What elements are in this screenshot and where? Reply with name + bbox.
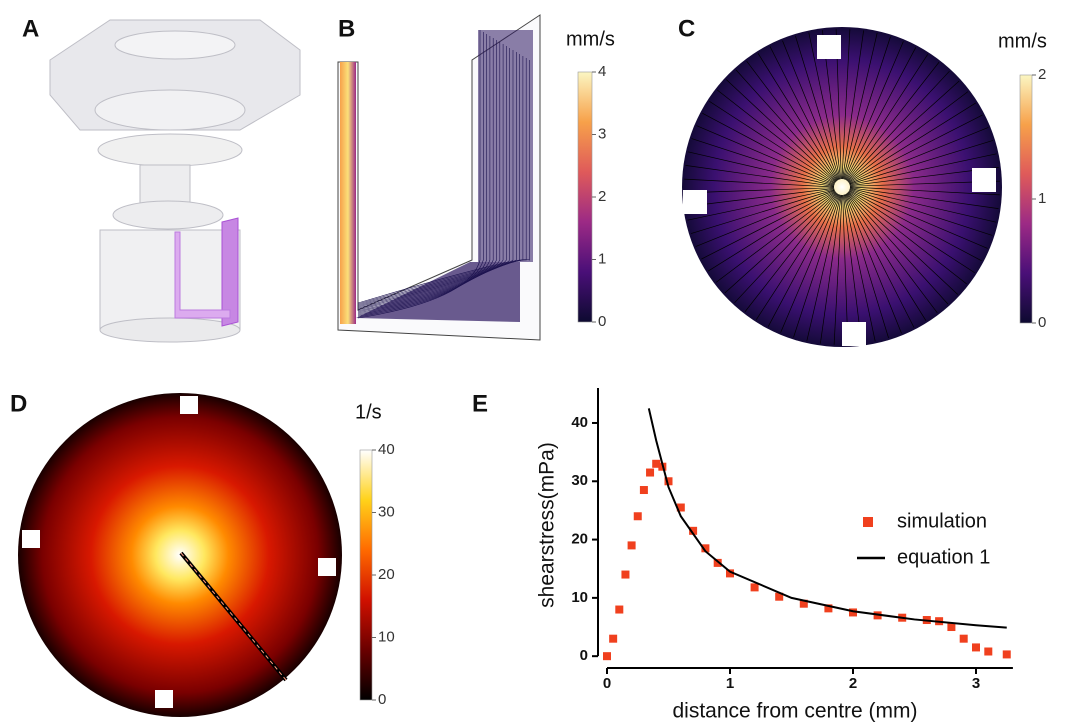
data-point xyxy=(621,571,629,579)
data-point xyxy=(628,541,636,549)
y-tick-label: 10 xyxy=(571,589,588,606)
data-point xyxy=(972,643,980,651)
panel-label: B xyxy=(338,15,355,42)
data-point xyxy=(634,512,642,520)
data-point xyxy=(947,623,955,631)
colorbar-tick-label: 2 xyxy=(598,188,606,205)
data-point xyxy=(640,486,648,494)
panel-label: A xyxy=(22,15,39,42)
colorbar-tick-label: 1 xyxy=(598,250,606,267)
colorbar-tick-label: 4 xyxy=(598,63,606,80)
figure: A B C D E mm/s01234mm/s0121/s01020304001… xyxy=(0,0,1065,725)
panel-label: C xyxy=(678,15,695,42)
colorbar xyxy=(578,72,592,322)
colorbar-tick-label: 2 xyxy=(1038,66,1046,83)
y-tick-label: 0 xyxy=(580,647,588,664)
colorbar-tick-label: 1 xyxy=(1038,190,1046,207)
top-view-velocity xyxy=(682,27,1002,347)
colorbar-tick-label: 3 xyxy=(598,125,606,142)
data-point xyxy=(1003,650,1011,658)
x-tick-label: 1 xyxy=(726,675,734,692)
data-point xyxy=(751,583,759,591)
colorbar-tick-label: 10 xyxy=(378,628,395,645)
data-point xyxy=(960,635,968,643)
y-tick-label: 40 xyxy=(571,414,588,431)
top-view-shear xyxy=(18,393,342,717)
x-axis-label: distance from centre (mm) xyxy=(672,700,917,723)
colorbar-tick-label: 30 xyxy=(378,503,395,520)
colorbar-tick-label: 40 xyxy=(378,441,395,458)
y-tick-label: 20 xyxy=(571,531,588,548)
legend-marker xyxy=(863,517,873,527)
colorbar-tick-label: 0 xyxy=(1038,314,1046,331)
colorbar xyxy=(1020,75,1032,323)
y-tick-label: 30 xyxy=(571,472,588,489)
colorbar-tick-label: 0 xyxy=(378,691,386,708)
data-point xyxy=(984,648,992,656)
colorbar-tick-label: 0 xyxy=(598,313,606,330)
colorbar-title: mm/s xyxy=(998,30,1047,52)
x-tick-label: 0 xyxy=(603,675,611,692)
legend-label: equation 1 xyxy=(897,546,990,568)
x-tick-label: 3 xyxy=(972,675,980,692)
panel-label: E xyxy=(472,390,488,417)
y-axis-label: shearstress(mPa) xyxy=(536,442,559,608)
colorbar-title: mm/s xyxy=(566,28,615,50)
panel-label: D xyxy=(10,390,27,417)
x-tick-label: 2 xyxy=(849,675,857,692)
data-point xyxy=(609,635,617,643)
colorbar-tick-label: 20 xyxy=(378,566,395,583)
colorbar xyxy=(360,450,372,700)
data-point xyxy=(603,652,611,660)
data-point xyxy=(615,606,623,614)
colorbar-title: 1/s xyxy=(355,401,382,423)
data-point xyxy=(646,469,654,477)
legend-label: simulation xyxy=(897,510,987,532)
device-sketch xyxy=(50,20,300,342)
